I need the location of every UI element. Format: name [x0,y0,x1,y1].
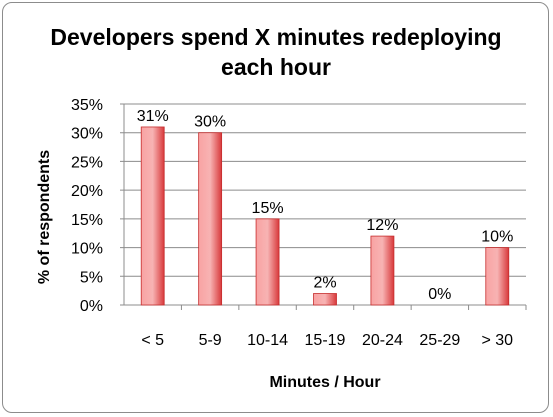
y-tick-label: 0% [80,298,103,315]
x-axis-ticks: < 5 5-9 10-14 15-19 20-24 25-29 > 30 [141,332,513,349]
bar [485,247,510,306]
x-tick-label: 25-29 [419,332,460,349]
bar [198,132,223,306]
x-tick-label: 20-24 [362,332,403,349]
data-label: 12% [366,217,398,234]
chart-title-line-1: Developers spend X minutes redeploying [50,24,501,50]
data-label: 2% [313,275,336,292]
y-tick-label: 25% [71,154,103,171]
data-label: 31% [137,108,169,125]
x-tick-label: 5-9 [199,332,222,349]
data-label: 0% [428,286,451,303]
bar [370,235,395,306]
y-tick-label: 20% [71,183,103,200]
y-tick-label: 15% [71,212,103,229]
data-label: 15% [252,200,284,217]
x-tick-label: 15-19 [305,332,346,349]
bar [313,293,337,306]
y-tick-label: 10% [71,241,103,258]
x-tick-label: < 5 [141,332,164,349]
y-axis-title: % of respondents [36,150,53,284]
y-axis-ticks: 0% 5% 10% 15% 20% 25% 30% 35% [71,97,103,315]
y-tick-label: 30% [71,126,103,143]
bar [255,218,280,306]
x-tick-label: 10-14 [247,332,288,349]
y-tick-label: 35% [71,97,103,114]
gridlines [120,103,527,310]
y-tick-label: 5% [80,269,103,286]
data-label: 30% [194,114,226,131]
x-tick-label: > 30 [481,332,513,349]
chart-title-line-2: each hour [221,54,331,80]
bars [140,126,510,306]
x-axis-title: Minutes / Hour [269,374,380,391]
chart-frame [2,2,549,413]
data-label: 10% [481,229,513,246]
data-labels: 31% 30% 15% 2% 12% 0% 10% [137,108,514,303]
bar [140,126,165,306]
